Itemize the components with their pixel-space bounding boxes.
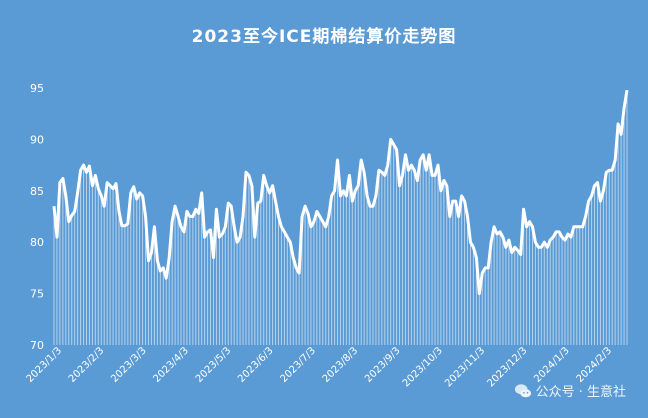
area-fill-group [53,90,628,345]
series-line-group [52,89,629,296]
x-tick-label: 2024/1/3 [532,345,572,385]
x-tick-label: 2023/10/3 [401,345,445,389]
y-tick-label: 70 [30,339,44,352]
y-tick-label: 90 [30,133,44,146]
x-tick-label: 2023/7/3 [278,345,318,385]
x-tick-label: 2023/8/3 [321,345,361,385]
y-tick-label: 85 [30,185,44,198]
y-axis-ticks: 70 75 80 85 90 95 [30,82,44,352]
x-tick-label: 2023/11/3 [443,345,487,389]
series-line [52,89,629,296]
watermark: 公众号 · 生意社 [514,381,626,400]
wechat-icon [514,383,531,397]
x-tick-label: 2024/2/3 [575,345,615,385]
x-tick-label: 2023/3/3 [109,345,149,385]
x-tick-label: 2023/6/3 [236,345,276,385]
x-tick-label: 2023/4/3 [152,345,192,385]
y-tick-label: 75 [30,288,44,301]
y-tick-label: 95 [30,82,44,95]
x-tick-label: 2023/9/3 [363,345,403,385]
y-tick-label: 80 [30,236,44,249]
x-tick-label: 2023/5/3 [194,345,234,385]
x-tick-label: 2023/2/3 [67,345,107,385]
watermark-text: 公众号 · 生意社 [535,385,626,400]
chart-title: 2023至今ICE期棉结算价走势图 [191,27,457,47]
